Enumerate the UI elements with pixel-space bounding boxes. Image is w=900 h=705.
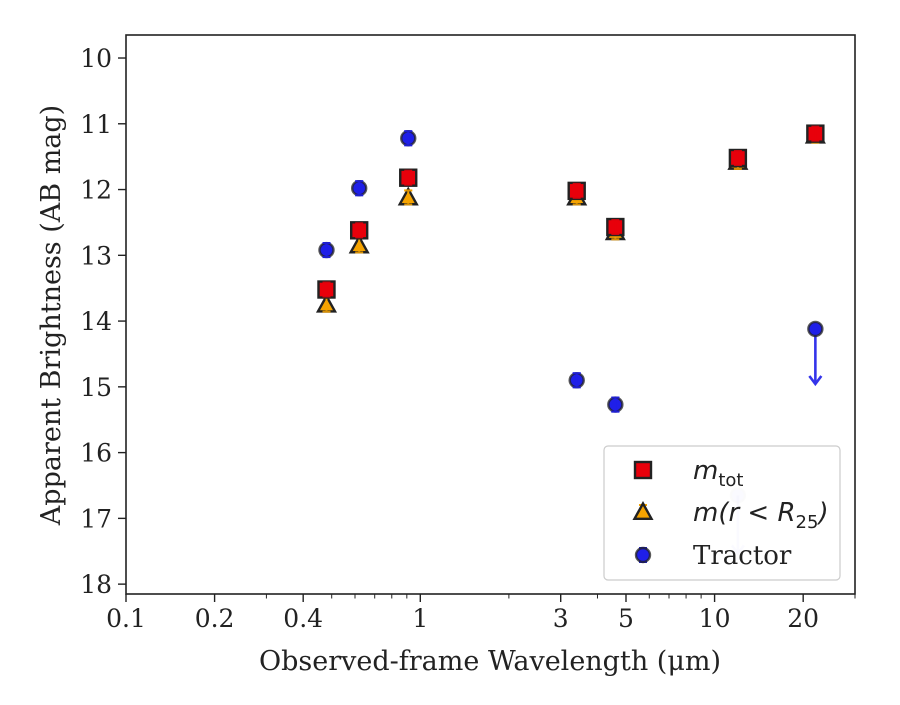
plot-frame	[125, 34, 856, 595]
error-bar	[611, 219, 620, 236]
legend-label-main: m	[693, 456, 718, 486]
legend: mtot m(r < R25) Tractor	[603, 445, 841, 581]
error-bar	[811, 125, 820, 142]
error-bar	[355, 180, 364, 197]
y-tick-label: 12	[80, 176, 112, 205]
error-bar	[611, 396, 620, 413]
error-bar	[355, 222, 364, 239]
legend-label-subscript: tot	[718, 470, 743, 491]
error-bar	[322, 281, 331, 298]
x-tick-label: 10	[699, 604, 731, 633]
x-tick-label: 3	[553, 604, 569, 633]
upper-limit-head	[808, 375, 823, 387]
legend-m-r25-marker	[632, 501, 654, 520]
legend-m-tot-marker	[633, 460, 653, 480]
x-tick-label: 0.4	[283, 604, 323, 633]
legend-m-r25: m(r < R25)	[632, 498, 829, 533]
y-tick-label: 15	[80, 373, 112, 402]
x-tick-label: 5	[618, 604, 634, 633]
y-tick-label: 11	[80, 110, 112, 139]
legend-tractor-marker	[634, 546, 652, 564]
legend-label-tail: )	[816, 498, 828, 528]
x-tick-label: 20	[787, 604, 819, 633]
error-bar	[404, 130, 413, 147]
error-bar	[404, 189, 413, 206]
x-tick-label: 0.2	[195, 604, 235, 633]
series-tractor	[318, 130, 824, 556]
legend-m-tot: mtot	[633, 456, 743, 491]
y-axis-label: Apparent Brightness (AB mag)	[36, 105, 67, 526]
error-bar	[404, 169, 413, 186]
plot-area	[315, 124, 826, 556]
y-tick-label: 18	[80, 570, 112, 599]
y-tick-label: 10	[80, 44, 112, 73]
legend-label-main: m(r < R	[693, 498, 796, 528]
x-tick-label: 1	[412, 604, 428, 633]
legend-m-tot-label: mtot	[693, 456, 743, 491]
y-tick-label: 16	[80, 439, 112, 468]
legend-label-main: Tractor	[693, 541, 792, 571]
tractor-point-group	[807, 320, 824, 338]
legend-label-subscript: 25	[796, 512, 819, 533]
legend-tractor-label: Tractor	[693, 541, 792, 571]
y-tick-label: 14	[80, 307, 112, 336]
series-m-r25	[315, 124, 826, 313]
x-tick-label: 0.1	[106, 604, 146, 633]
legend-m-r25-label: m(r < R25)	[693, 498, 829, 533]
upper-limit-arrow	[808, 328, 823, 387]
y-tick-label: 17	[80, 504, 112, 533]
x-axis-label: Observed-frame Wavelength (μm)	[259, 646, 721, 677]
tractor-point	[807, 320, 824, 338]
error-bar	[572, 372, 581, 389]
legend-box	[603, 445, 841, 581]
error-bar	[322, 242, 331, 259]
legend-tractor: Tractor	[634, 541, 792, 571]
error-bar	[733, 149, 742, 166]
series-m-tot	[317, 124, 825, 299]
y-tick-label: 13	[80, 241, 112, 270]
error-bar	[572, 182, 581, 199]
